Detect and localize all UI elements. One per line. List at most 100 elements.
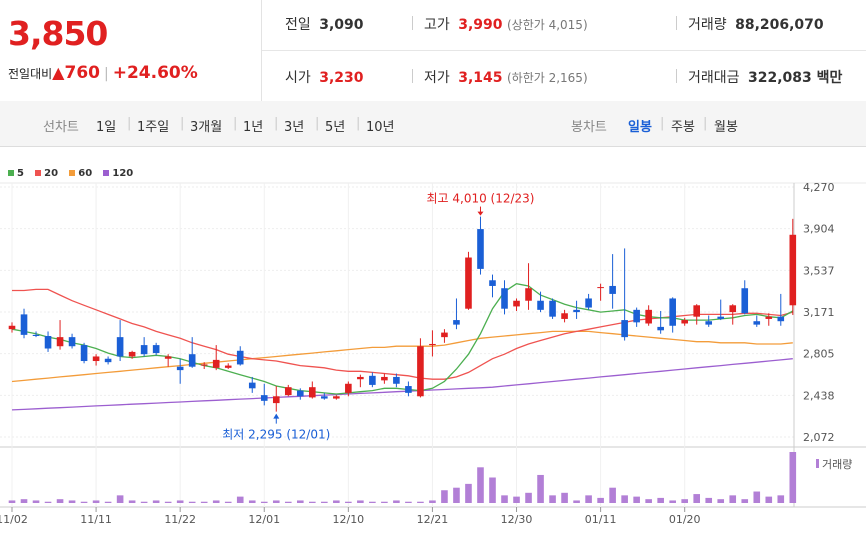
candle-body — [465, 257, 472, 309]
range-3y[interactable]: 3년 — [284, 120, 305, 135]
volume-bar — [645, 499, 652, 503]
candle-body — [753, 321, 761, 325]
candle-body — [645, 309, 652, 324]
low-annotation: 최저 2,295 (12/01) — [222, 428, 330, 442]
y-tick-label: 4,270 — [803, 181, 835, 194]
candle-body — [417, 346, 424, 397]
candle-body — [116, 337, 124, 357]
volume-bar — [453, 487, 460, 503]
volume-bar — [212, 500, 220, 503]
range-1w[interactable]: 1주일 — [137, 120, 170, 135]
y-tick-label: 3,171 — [803, 306, 835, 319]
volume-bar — [621, 495, 628, 503]
candle-body — [236, 350, 244, 365]
candle-body — [717, 316, 725, 319]
candle-body — [152, 345, 160, 354]
volume-bar — [152, 500, 160, 503]
volume-bar — [333, 500, 340, 503]
volume-bar — [585, 495, 592, 503]
volume-bar — [321, 501, 328, 503]
volume-bar — [357, 500, 364, 503]
up-arrow-icon: ▲ — [52, 63, 65, 82]
volume-bar — [140, 501, 148, 503]
volume-bar — [44, 501, 52, 503]
legend-ma20: 20 — [35, 168, 58, 179]
y-tick-label: 3,904 — [803, 223, 835, 236]
candle-daily[interactable]: 일봉 — [628, 120, 652, 135]
volume-bar — [200, 501, 208, 503]
high-arrow-icon — [477, 211, 484, 216]
candle-body — [80, 345, 88, 362]
candle-body — [789, 234, 797, 306]
candle-weekly[interactable]: 주봉 — [671, 120, 695, 135]
volume-bar — [705, 497, 713, 503]
candle-body — [272, 396, 280, 404]
candle-body — [573, 309, 580, 313]
candle-body — [477, 229, 484, 269]
ma120-line — [11, 358, 793, 411]
candle-body — [140, 345, 148, 355]
volume-bar — [441, 490, 448, 503]
volume-bar — [417, 501, 424, 503]
volume-bar — [345, 501, 352, 503]
y-tick-label: 2,072 — [803, 431, 835, 444]
volume-bar — [284, 501, 292, 503]
candle-body — [284, 387, 292, 396]
volume-legend-label: 거래량 — [822, 458, 852, 471]
candle-body — [164, 356, 172, 359]
chart-period-bar: 선차트 1일 | 1주일 | 3개월 | 1년 | 3년 | 5년 | 10년 … — [0, 101, 866, 147]
candle-body — [729, 305, 737, 313]
volume-bar — [573, 500, 580, 503]
candle-body — [381, 376, 388, 381]
candle-body — [32, 334, 40, 336]
volume-bar — [405, 501, 412, 503]
candle-body — [92, 356, 100, 362]
range-5y[interactable]: 5년 — [325, 120, 346, 135]
x-tick-label: 12/01 — [248, 513, 280, 526]
x-tick-label: 12/10 — [332, 513, 364, 526]
range-1y[interactable]: 1년 — [243, 120, 264, 135]
candle-body — [321, 396, 328, 399]
candle-monthly[interactable]: 월봉 — [714, 120, 738, 135]
volume-bar — [248, 500, 256, 503]
candle-body — [525, 288, 532, 301]
range-1d[interactable]: 1일 — [96, 120, 117, 135]
volume-bar — [260, 501, 268, 503]
prev-close: 전일 3,090 — [285, 17, 364, 33]
volume-bar — [429, 500, 436, 503]
volume-bar — [765, 496, 773, 503]
range-10y[interactable]: 10년 — [366, 120, 395, 135]
candle-body — [333, 396, 340, 399]
low-arrow-icon — [273, 413, 280, 419]
volume-bar — [513, 496, 520, 503]
candle-body — [453, 320, 460, 325]
volume-bar — [80, 501, 88, 503]
ma60-line — [11, 330, 793, 383]
candle-body — [693, 305, 701, 317]
change-amount: 760 — [64, 63, 100, 83]
volume-bar — [693, 494, 701, 503]
candle-body — [705, 321, 713, 325]
candle-body — [513, 300, 520, 307]
price-change: 전일대비▲760 | +24.60% — [8, 63, 198, 83]
volume-bar — [32, 500, 40, 503]
candle-body — [741, 288, 749, 314]
trade-value-stat: 거래대금 322,083 백만 — [688, 70, 843, 86]
range-3m[interactable]: 3개월 — [190, 120, 223, 135]
volume-bar — [657, 497, 664, 503]
x-tick-label: 12/30 — [501, 513, 533, 526]
line-chart-label: 선차트 — [43, 120, 79, 135]
candle-chart-label: 봉차트 — [571, 120, 607, 135]
volume-bar — [729, 495, 737, 503]
candle-body — [621, 320, 628, 338]
x-tick-label: 01/11 — [585, 513, 617, 526]
candle-body — [357, 376, 364, 380]
candle-body — [56, 337, 64, 347]
candle-body — [537, 300, 544, 310]
candle-body — [8, 325, 16, 330]
volume-legend-swatch — [816, 459, 819, 468]
volume-bar — [489, 477, 496, 503]
volume-bar — [549, 495, 556, 503]
candle-body — [176, 366, 184, 371]
